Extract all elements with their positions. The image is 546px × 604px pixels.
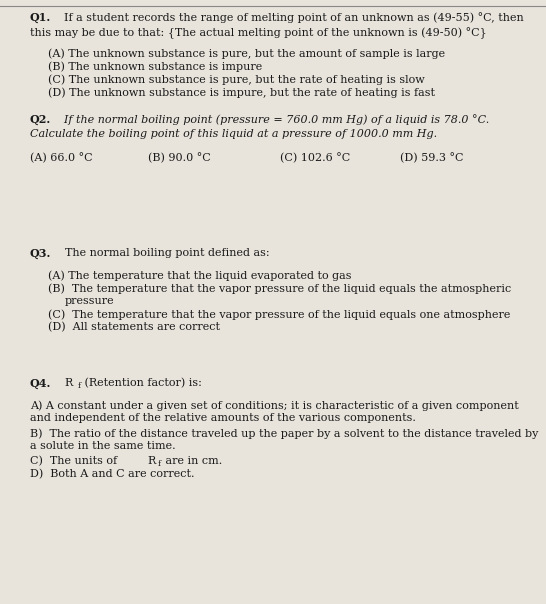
Text: (D) The unknown substance is impure, but the rate of heating is fast: (D) The unknown substance is impure, but… bbox=[48, 87, 435, 98]
Text: Q2.: Q2. bbox=[30, 114, 51, 125]
Text: Q1.: Q1. bbox=[30, 12, 51, 23]
Text: (Retention factor) is:: (Retention factor) is: bbox=[81, 378, 202, 388]
Text: (B) 90.0 °C: (B) 90.0 °C bbox=[148, 153, 211, 164]
Text: A) A constant under a given set of conditions; it is characteristic of a given c: A) A constant under a given set of condi… bbox=[30, 400, 519, 411]
Text: (A) The unknown substance is pure, but the amount of sample is large: (A) The unknown substance is pure, but t… bbox=[48, 48, 445, 59]
Text: R: R bbox=[57, 378, 73, 388]
Text: and independent of the relative amounts of the various components.: and independent of the relative amounts … bbox=[30, 413, 416, 423]
Text: (A) 66.0 °C: (A) 66.0 °C bbox=[30, 153, 93, 164]
Text: (D)  All statements are correct: (D) All statements are correct bbox=[48, 322, 220, 332]
Text: f: f bbox=[77, 382, 80, 390]
Text: R: R bbox=[147, 456, 155, 466]
Text: (C) 102.6 °C: (C) 102.6 °C bbox=[280, 153, 350, 164]
Text: B)  The ratio of the distance traveled up the paper by a solvent to the distance: B) The ratio of the distance traveled up… bbox=[30, 428, 538, 439]
Text: (C) The unknown substance is pure, but the rate of heating is slow: (C) The unknown substance is pure, but t… bbox=[48, 74, 425, 85]
Text: Q3.: Q3. bbox=[30, 248, 51, 259]
Text: D)  Both A and C are correct.: D) Both A and C are correct. bbox=[30, 469, 194, 480]
Text: The normal boiling point defined as:: The normal boiling point defined as: bbox=[57, 248, 269, 258]
Text: (B)  The temperature that the vapor pressure of the liquid equals the atmospheri: (B) The temperature that the vapor press… bbox=[48, 283, 511, 294]
Text: (C)  The temperature that the vapor pressure of the liquid equals one atmosphere: (C) The temperature that the vapor press… bbox=[48, 309, 511, 320]
Text: pressure: pressure bbox=[65, 296, 115, 306]
Text: this may be due to that: {The actual melting point of the unknown is (49-50) °C}: this may be due to that: {The actual mel… bbox=[30, 27, 486, 39]
Text: Calculate the boiling point of this liquid at a pressure of 1000.0 mm Hg.: Calculate the boiling point of this liqu… bbox=[30, 129, 437, 139]
Text: C)  The units of: C) The units of bbox=[30, 456, 121, 466]
Text: f: f bbox=[158, 460, 161, 468]
Text: are in cm.: are in cm. bbox=[162, 456, 222, 466]
Text: If a student records the range of melting point of an unknown as (49-55) °C, the: If a student records the range of meltin… bbox=[57, 12, 524, 23]
Text: (B) The unknown substance is impure: (B) The unknown substance is impure bbox=[48, 61, 262, 71]
Text: Q4.: Q4. bbox=[30, 378, 51, 389]
Text: (A) The temperature that the liquid evaporated to gas: (A) The temperature that the liquid evap… bbox=[48, 270, 352, 281]
Text: a solute in the same time.: a solute in the same time. bbox=[30, 441, 176, 451]
Text: (D) 59.3 °C: (D) 59.3 °C bbox=[400, 153, 464, 164]
Text: If the normal boiling point (pressure = 760.0 mm Hg) of a liquid is 78.0 °C.: If the normal boiling point (pressure = … bbox=[57, 114, 490, 125]
